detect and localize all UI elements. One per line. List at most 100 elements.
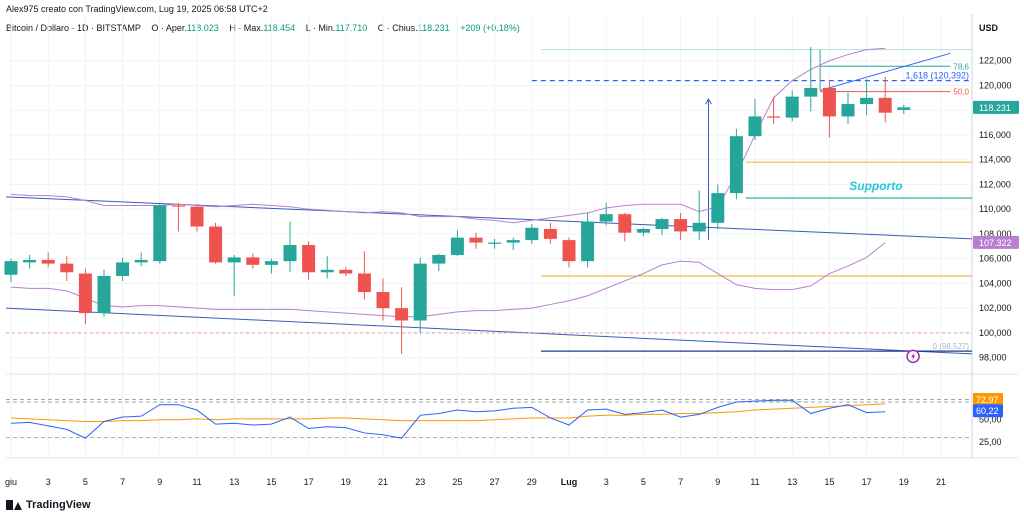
date-tick-label: 9 xyxy=(157,477,162,487)
candle-body[interactable] xyxy=(320,269,334,273)
date-tick-label: 15 xyxy=(266,477,276,487)
price-tick-label: 106,000 xyxy=(979,254,1012,264)
date-tick-label: 19 xyxy=(341,477,351,487)
fib-extension-diagonal xyxy=(819,52,951,91)
candle-body[interactable] xyxy=(116,262,130,276)
candle-body[interactable] xyxy=(227,257,241,263)
price-tick-label: 102,000 xyxy=(979,303,1012,313)
rsi-oversold-fill xyxy=(364,437,421,439)
candle-body[interactable] xyxy=(822,87,836,117)
low-label: L · Min. xyxy=(305,23,336,33)
date-tick-label: 21 xyxy=(936,477,946,487)
price-tick-label: 100,000 xyxy=(979,328,1012,338)
fib-zero-label: 0 (98,527) xyxy=(933,342,970,351)
price-tick-label: 110,000 xyxy=(979,204,1011,214)
date-tick-label: 27 xyxy=(490,477,500,487)
bolt-glyph-icon xyxy=(911,352,916,361)
author-line: Alex975 creato con TradingView.com, Lug … xyxy=(6,4,268,14)
bollinger-lower-band xyxy=(10,242,886,318)
candle-body[interactable] xyxy=(841,104,855,117)
candle-body[interactable] xyxy=(264,261,278,265)
candle-body[interactable] xyxy=(78,273,92,314)
candle-body[interactable] xyxy=(860,97,874,105)
date-tick-label: 23 xyxy=(415,477,425,487)
candle-body[interactable] xyxy=(209,226,223,263)
candle-body[interactable] xyxy=(4,261,18,275)
change-value: +209 (+0,18%) xyxy=(460,23,520,33)
tradingview-brand: TradingView xyxy=(6,499,91,511)
date-tick-label: 7 xyxy=(678,477,683,487)
date-tick-label: 11 xyxy=(750,477,759,487)
candle-body[interactable] xyxy=(171,205,185,207)
price-tick-label: 116,000 xyxy=(979,130,1011,140)
candle-body[interactable] xyxy=(302,245,316,273)
high-label: H · Max. xyxy=(229,23,264,33)
candle-body[interactable] xyxy=(432,254,446,264)
candle-body[interactable] xyxy=(134,259,148,263)
date-tick-label: 13 xyxy=(787,477,797,487)
channel-lower-trendline[interactable] xyxy=(5,307,973,355)
candle-body[interactable] xyxy=(543,228,557,239)
candle-body[interactable] xyxy=(41,259,55,264)
candle-body[interactable] xyxy=(711,193,725,223)
price-tick-label: 104,000 xyxy=(979,278,1012,288)
candle-body[interactable] xyxy=(767,116,781,118)
candle-body[interactable] xyxy=(246,257,260,265)
rsi-line[interactable] xyxy=(10,399,886,439)
arrow-head-icon xyxy=(705,98,712,105)
rsi-value-tag: 60,22 xyxy=(976,406,999,416)
channel-upper-trendline[interactable] xyxy=(5,196,973,240)
close-value: 118.231 xyxy=(417,23,450,33)
candle-body[interactable] xyxy=(748,116,762,137)
candle-body[interactable] xyxy=(506,240,520,243)
price-tick-label: 122,000 xyxy=(979,56,1012,66)
candle-body[interactable] xyxy=(804,87,818,97)
bollinger-lower-tag: 107.322 xyxy=(979,238,1012,248)
tradingview-logo-icon xyxy=(6,500,22,510)
support-label: Supporto xyxy=(849,179,902,193)
candle-body[interactable] xyxy=(283,245,297,262)
candle-body[interactable] xyxy=(897,107,911,110)
candle-body[interactable] xyxy=(729,136,743,194)
ohlc-legend: Bitcoin / Dollaro · 1D · BITSTAMP O · Ap… xyxy=(6,23,520,33)
candle-body[interactable] xyxy=(599,214,613,222)
date-tick-label: 3 xyxy=(46,477,51,487)
candle-body[interactable] xyxy=(525,227,539,241)
candle-body[interactable] xyxy=(23,259,37,263)
candle-body[interactable] xyxy=(618,214,632,233)
candle-body[interactable] xyxy=(357,273,371,293)
candle-body[interactable] xyxy=(413,263,427,321)
candle-body[interactable] xyxy=(674,219,688,232)
currency-label: USD xyxy=(979,23,999,33)
candle-body[interactable] xyxy=(97,275,111,314)
close-label: C · Chius. xyxy=(377,23,418,33)
candle-body[interactable] xyxy=(376,292,390,309)
rsi-tick-label: 50,00 xyxy=(979,415,1002,425)
candle-body[interactable] xyxy=(785,96,799,118)
candle-body[interactable] xyxy=(190,206,204,227)
symbol-label[interactable]: Bitcoin / Dollaro · 1D · BITSTAMP xyxy=(6,23,141,33)
candle-body[interactable] xyxy=(562,240,576,262)
candle-body[interactable] xyxy=(395,308,409,321)
candle-body[interactable] xyxy=(469,237,483,243)
fib-786-label: 78,6 xyxy=(953,62,969,71)
candle-body[interactable] xyxy=(878,97,892,113)
candle-body[interactable] xyxy=(488,242,502,244)
candle-body[interactable] xyxy=(692,222,706,232)
candle-body[interactable] xyxy=(153,205,167,262)
candle-body[interactable] xyxy=(339,269,353,274)
last-price-tag-bg xyxy=(973,100,1019,114)
high-value: 118.454 xyxy=(263,23,296,33)
candle-body[interactable] xyxy=(655,219,669,229)
candle-body[interactable] xyxy=(636,228,650,233)
date-tick-label: 21 xyxy=(378,477,388,487)
rsi-ma-line xyxy=(10,403,886,422)
price-tick-label: 114,000 xyxy=(979,155,1011,165)
low-value: 117.710 xyxy=(335,23,368,33)
price-tick-label: 112,000 xyxy=(979,179,1011,189)
candle-body[interactable] xyxy=(450,237,464,255)
candle-body[interactable] xyxy=(581,221,595,262)
candle-body[interactable] xyxy=(60,263,74,273)
date-tick-label: 13 xyxy=(229,477,239,487)
